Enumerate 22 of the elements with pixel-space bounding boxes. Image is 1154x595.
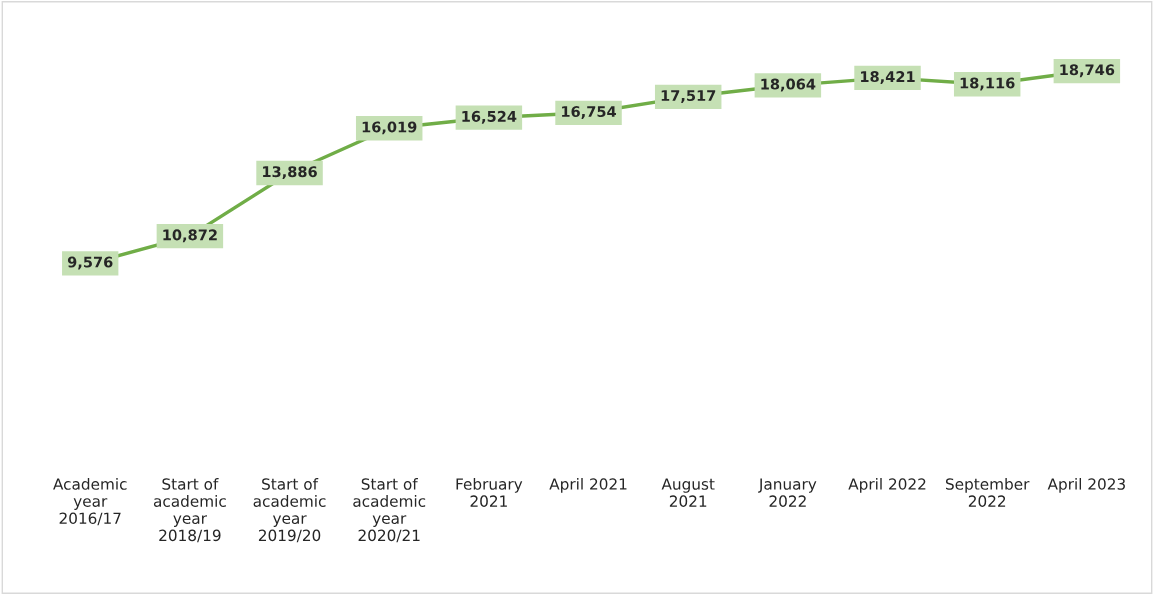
x-tick-label: February 2021 (456, 477, 523, 507)
x-tick-label: September 2022 (945, 477, 1030, 507)
x-tick-label: April 2021 (549, 477, 627, 493)
data-label: 16,019 (362, 121, 417, 135)
data-label: 10,872 (163, 229, 217, 243)
data-label: 9,576 (67, 256, 113, 270)
x-tick-label: Start of academic year 2020/21 (353, 477, 426, 543)
x-tick-label: August 2021 (661, 478, 715, 507)
data-label: 18,421 (861, 71, 915, 84)
x-tick-label: April 2023 (1047, 477, 1125, 493)
x-tick-label: Start of academic year 2019/20 (253, 477, 326, 543)
data-label: 16,754 (562, 106, 617, 119)
data-label: 18,116 (960, 77, 1015, 91)
data-label: 18,064 (761, 78, 816, 92)
data-label: 18,746 (1060, 64, 1115, 78)
data-label: 17,517 (661, 90, 716, 103)
data-label: 13,886 (263, 166, 317, 180)
x-tick-label: Start of academic year 2018/19 (153, 477, 226, 543)
x-tick-label: Academic year 2016/17 (53, 477, 127, 526)
x-tick-label: January 2022 (758, 478, 817, 507)
x-tick-label: April 2022 (848, 477, 926, 493)
data-label: 16,524 (462, 110, 517, 124)
